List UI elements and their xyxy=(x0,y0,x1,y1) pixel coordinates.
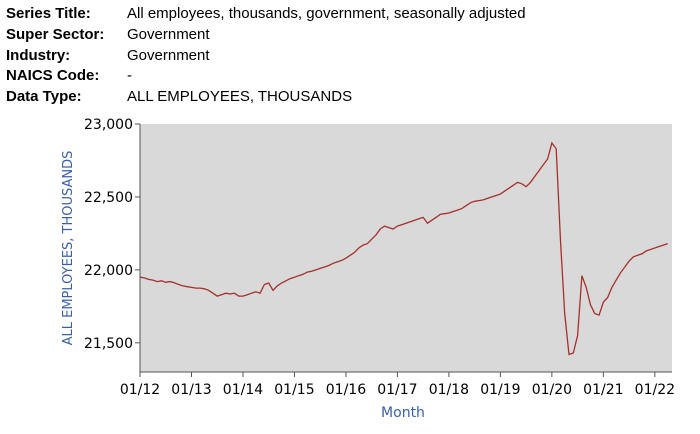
super-sector-label: Super Sector: xyxy=(6,26,105,43)
data-type-label: Data Type: xyxy=(6,88,82,105)
x-tick-label: 01/22 xyxy=(635,382,675,398)
x-tick-label: 01/16 xyxy=(326,382,366,398)
y-tick-label: 22,500 xyxy=(84,190,133,206)
industry-label: Industry: xyxy=(6,47,71,64)
x-tick-label: 01/20 xyxy=(532,382,572,398)
x-tick-label: 01/12 xyxy=(120,382,160,398)
line-chart: 01/12 01/13 01/14 01/15 01/16 01/17 01/18 01/19… xyxy=(61,117,675,421)
industry-value: Government xyxy=(127,47,210,64)
series-line xyxy=(139,141,668,356)
x-axis-title: Month xyxy=(381,405,425,421)
x-tick-label: 01/14 xyxy=(223,382,263,398)
data-type-value: ALL EMPLOYEES, THOUSANDS xyxy=(127,88,353,105)
x-tick-label: 01/19 xyxy=(480,382,520,398)
chart-container: 01/12 01/13 01/14 01/15 01/16 01/17 01/18 01/19… xyxy=(0,108,700,429)
naics-code-label: NAICS Code: xyxy=(6,67,100,84)
y-tick-label: 23,000 xyxy=(84,117,133,133)
x-tick-label: 01/21 xyxy=(583,382,623,398)
series-title-value: All employees, thousands, government, se… xyxy=(127,5,526,22)
x-tick-label: 01/13 xyxy=(171,382,211,398)
y-tick-label: 22,000 xyxy=(84,263,133,279)
y-tick-label: 21,500 xyxy=(84,336,133,352)
y-axis-ticks: 21,500 22,000 22,500 23,000 xyxy=(84,117,140,352)
super-sector-value: Government xyxy=(127,26,210,43)
x-tick-label: 01/18 xyxy=(429,382,469,398)
naics-code-value: - xyxy=(127,67,132,84)
plot-area xyxy=(140,124,672,372)
x-axis-ticks: 01/12 01/13 01/14 01/15 01/16 01/17 01/18 01/19… xyxy=(120,372,675,398)
series-title-label: Series Title: xyxy=(6,5,91,22)
y-axis-title: ALL EMPLOYEES, THOUSANDS xyxy=(61,151,76,346)
x-tick-label: 01/17 xyxy=(377,382,417,398)
x-tick-label: 01/15 xyxy=(274,382,314,398)
